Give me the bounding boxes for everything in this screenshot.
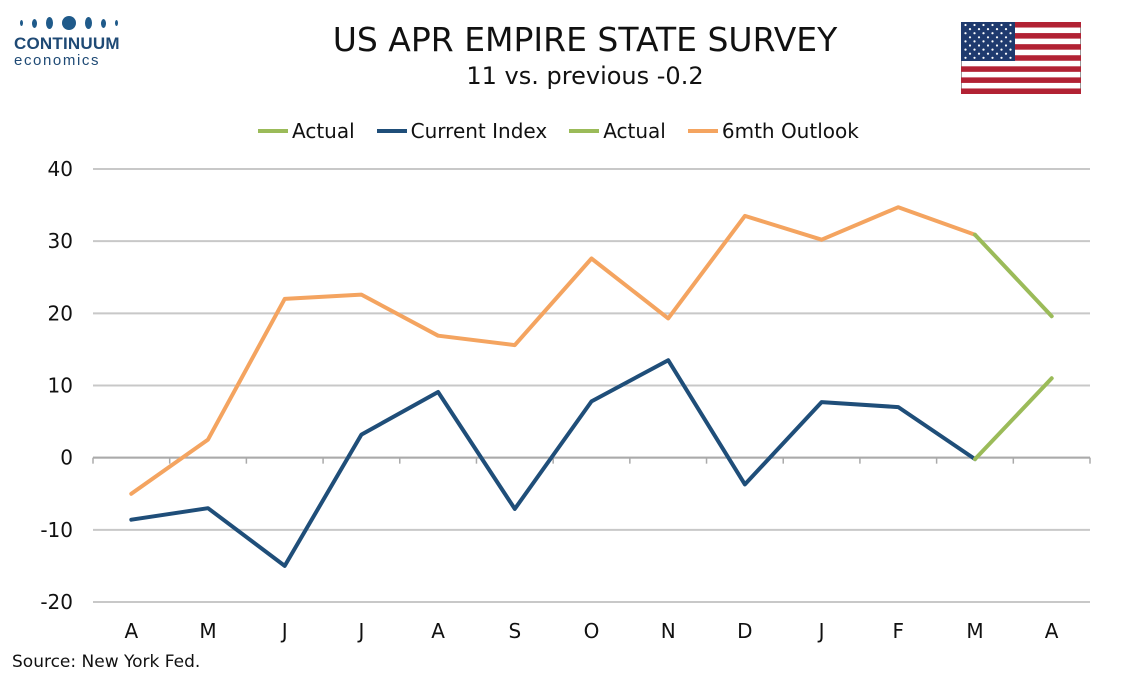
legend-item-6mth-outlook: 6mth Outlook [687,119,859,143]
x-tick-label: J [356,619,364,643]
x-tick-label: S [508,619,521,643]
x-tick-label: O [584,619,600,643]
legend-item-actual-1: Actual [258,119,355,143]
us-flag-icon [961,22,1081,94]
legend-swatch [569,129,600,133]
logo-dots-icon [20,14,134,32]
y-tick-label: -20 [40,590,73,614]
x-tick-label: F [893,619,905,643]
chart-title: US APR EMPIRE STATE SURVEY [332,20,838,59]
legend-item-current-index: Current Index [376,119,548,143]
x-tick-label: J [280,619,288,643]
legend-label: Actual [292,119,355,143]
y-tick-label: 40 [48,157,73,181]
logo-subtitle: economics [14,52,101,69]
series-line-6mth-outlook-2 [129,205,977,496]
x-tick-label: M [966,619,983,643]
x-tick-label: D [737,619,752,643]
x-tick-label: A [1045,619,1059,643]
continuum-logo: CONTINUUM economics [14,14,134,69]
logo-name: CONTINUUM [14,34,120,53]
x-tick-label: N [661,619,676,643]
y-tick-label: -10 [40,518,73,542]
legend-label: Current Index [410,119,548,143]
x-tick-label: J [817,619,825,643]
legend-swatch [687,129,718,133]
source-note: Source: New York Fed. [12,652,201,672]
legend-label: 6mth Outlook [721,119,859,143]
chart-subtitle: 11 vs. previous -0.2 [466,62,704,90]
series-line-current-index-0 [129,358,977,568]
legend-item-actual-2: Actual [569,119,666,143]
series-line-actual-1 [973,376,1054,462]
y-tick-label: 0 [60,446,73,470]
legend-swatch [258,129,288,133]
chart-legend: Actual Current Index Actual 6mth Outlook [258,119,881,143]
y-tick-label: 30 [48,229,73,253]
legend-swatch [376,129,407,133]
x-tick-label: M [199,619,216,643]
y-tick-label: 10 [48,374,73,398]
series-line-actual-3 [973,232,1054,319]
x-tick-label: A [125,619,139,643]
x-tick-label: A [431,619,445,643]
y-tick-label: 20 [48,301,73,325]
legend-label: Actual [603,119,666,143]
